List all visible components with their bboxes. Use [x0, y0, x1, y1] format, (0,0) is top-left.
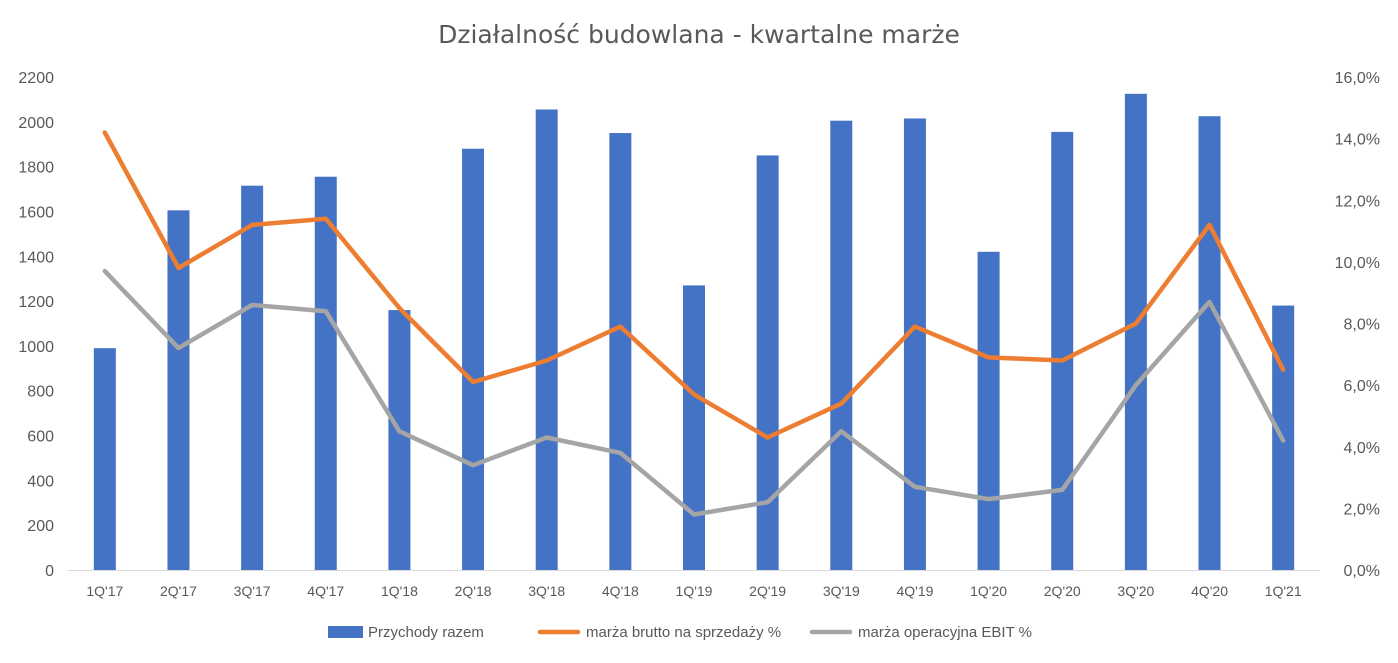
bar	[1051, 131, 1074, 570]
right-axis-tick-label: 8,0%	[1344, 317, 1380, 334]
x-axis-tick-label: 3Q'18	[528, 583, 565, 599]
legend-label: marża operacyjna EBIT %	[858, 624, 1032, 641]
bar	[756, 155, 779, 570]
series-line	[102, 268, 1286, 517]
left-axis-tick-label: 1800	[18, 160, 54, 177]
x-axis-tick-label: 1Q'17	[86, 583, 123, 599]
x-axis-tick-label: 1Q'18	[381, 583, 418, 599]
bar	[683, 285, 705, 570]
left-axis-tick-label: 200	[27, 518, 54, 535]
legend-item: marża brutto na sprzedaży %	[537, 624, 781, 641]
bar	[535, 109, 558, 571]
right-axis-tick-label: 10,0%	[1335, 255, 1380, 272]
bar-series	[93, 93, 1295, 571]
bar	[609, 133, 632, 571]
x-axis-tick-label: 1Q'19	[676, 583, 713, 599]
bar	[903, 118, 926, 570]
right-axis-tick-label: 12,0%	[1335, 193, 1380, 210]
bar	[462, 148, 485, 570]
bar	[1124, 93, 1147, 570]
x-axis-tick-label: 2Q'18	[455, 583, 492, 599]
line-series	[102, 130, 1286, 517]
x-axis-tick-label: 3Q'17	[234, 583, 271, 599]
x-axis-tick-label: 3Q'19	[823, 583, 860, 599]
legend-label: Przychody razem	[368, 624, 484, 641]
right-axis-tick-label: 4,0%	[1344, 440, 1380, 457]
x-axis-tick-label: 3Q'20	[1117, 583, 1154, 599]
right-axis-tick-label: 16,0%	[1335, 70, 1380, 87]
right-axis-tick-label: 14,0%	[1335, 132, 1380, 149]
bar	[314, 176, 337, 570]
legend-swatch	[328, 626, 363, 638]
x-axis-tick-label: 1Q'20	[970, 583, 1007, 599]
bar	[241, 185, 264, 571]
legend: Przychody razem marża brutto na sprzedaży…	[328, 624, 1032, 641]
left-axis-tick-label: 800	[27, 384, 54, 401]
bar	[977, 251, 1000, 571]
bar	[93, 348, 116, 570]
legend-item: Przychody razem	[328, 624, 484, 641]
chart-title: Działalność budowlana - kwartalne marże	[438, 20, 960, 49]
x-axis-tick-label: 1Q'21	[1265, 583, 1302, 599]
right-axis-tick-label: 2,0%	[1344, 501, 1380, 518]
left-axis: 0 200 400 600 800 1000 1200 1400 1600 1800 2000 220…	[18, 70, 54, 580]
x-axis-tick-label: 4Q'20	[1191, 583, 1228, 599]
bar	[830, 120, 853, 570]
bar	[388, 310, 411, 570]
right-axis-tick-label: 0,0%	[1344, 563, 1380, 580]
right-axis: 0,0% 2,0% 4,0% 6,0% 8,0% 10,0% 12,0% 14,0% 16,0%	[1335, 70, 1380, 580]
left-axis-tick-label: 1200	[18, 294, 54, 311]
x-axis-tick-label: 2Q'20	[1044, 583, 1081, 599]
bar	[167, 210, 190, 570]
legend-item: marża operacyjna EBIT %	[809, 624, 1032, 641]
left-axis-tick-label: 1000	[18, 339, 54, 356]
right-axis-tick-label: 6,0%	[1344, 378, 1380, 395]
bar	[1198, 116, 1221, 570]
x-axis-tick-label: 2Q'17	[160, 583, 197, 599]
left-axis-tick-label: 600	[27, 429, 54, 446]
left-axis-tick-label: 1400	[18, 249, 54, 266]
x-axis-tick-label: 4Q'18	[602, 583, 639, 599]
series-line	[102, 130, 1286, 440]
x-axis-tick-label: 2Q'19	[749, 583, 786, 599]
x-axis: 1Q'17 2Q'17 3Q'17 4Q'17 1Q'18 2Q'18 3Q'18 4Q'18…	[68, 570, 1320, 599]
left-axis-tick-label: 400	[27, 473, 54, 490]
x-axis-tick-label: 4Q'17	[307, 583, 344, 599]
legend-label: marża brutto na sprzedaży %	[586, 624, 781, 641]
left-axis-tick-label: 2200	[18, 70, 54, 87]
left-axis-tick-label: 1600	[18, 204, 54, 221]
left-axis-tick-label: 0	[45, 563, 54, 580]
x-axis-tick-label: 4Q'19	[896, 583, 933, 599]
left-axis-tick-label: 2000	[18, 115, 54, 132]
